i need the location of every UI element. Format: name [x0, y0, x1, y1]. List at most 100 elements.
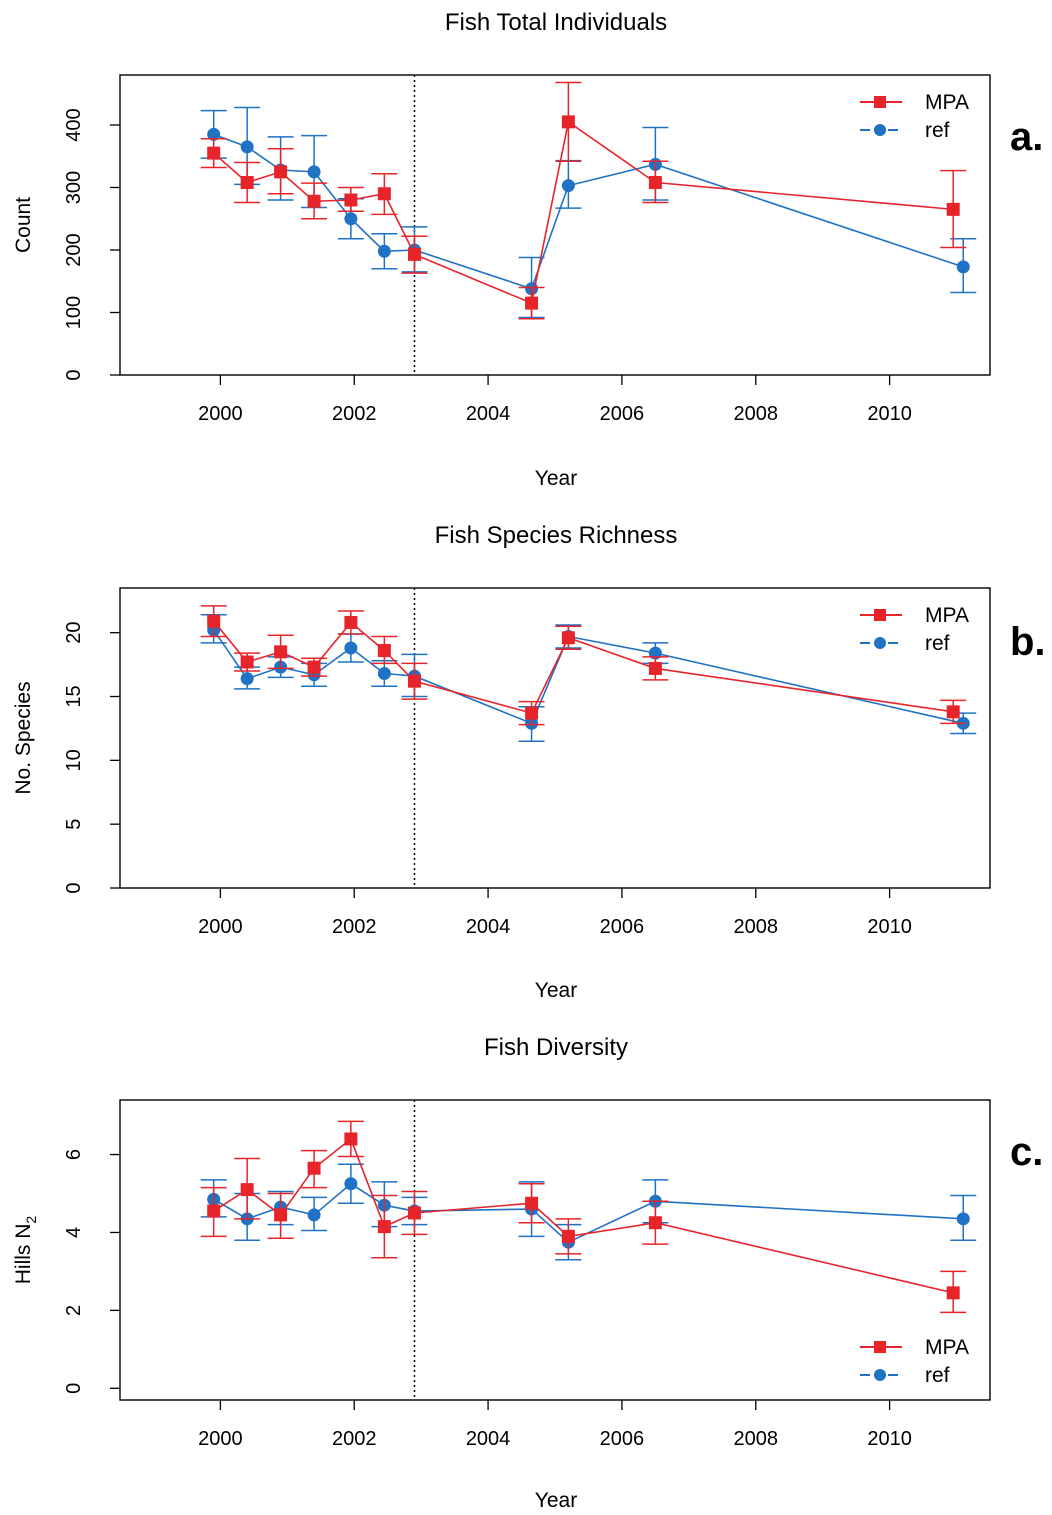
- panel-a-mpa-point: [207, 146, 221, 160]
- panel-b-mpa-point: [946, 705, 960, 719]
- panel-c-ytick-label: 4: [63, 1227, 85, 1238]
- panel-b-legend: MPA ref: [860, 604, 969, 655]
- panel-a-mpa-point: [648, 176, 662, 189]
- panel-b-ref-point: [377, 667, 391, 681]
- panel-a-mpa-line: [213, 120, 954, 305]
- panel-c-mpa-point: [377, 1220, 391, 1234]
- panel-a-ref-point: [307, 165, 321, 179]
- panel-a-ref-point: [956, 260, 970, 274]
- panel-c-legend: MPA ref: [860, 1336, 969, 1387]
- panel-a-ref-point: [344, 212, 358, 226]
- panel-c-letter: c.: [1010, 1130, 1043, 1174]
- panel-c-xtick-label: 2002: [332, 1428, 377, 1450]
- panel-c-xtick-label: 2008: [734, 1428, 779, 1450]
- panel-b-legend-mpa-marker: [874, 609, 886, 621]
- panel-c-legend-mpa-marker: [874, 1341, 886, 1353]
- panel-a-mpa-point: [525, 296, 539, 310]
- panel-c-mpa-point: [561, 1229, 575, 1243]
- panel-a-ref-point: [561, 179, 575, 193]
- panel-b-ytick-label: 5: [63, 819, 85, 830]
- panel-b-xtick-label: 2002: [332, 916, 377, 938]
- panel-c-title: Fish Diversity: [484, 1034, 628, 1061]
- panel-a-mpa-point: [274, 165, 288, 179]
- panel-b-legend-ref-label: ref: [925, 632, 950, 655]
- panel-c-mpa-point: [648, 1216, 662, 1230]
- panel-a-xtick-label: 2004: [466, 403, 511, 425]
- panel-b-xtick-label: 2006: [600, 916, 645, 938]
- panel-c-legend-ref-label: ref: [925, 1364, 950, 1387]
- panel-c-mpa-point: [240, 1183, 254, 1197]
- panel-a-plot-frame: [119, 74, 991, 376]
- panel-a-xlabel: Year: [535, 467, 577, 490]
- panel-a-xtick-label: 2002: [332, 403, 377, 425]
- panel-b-mpa-point: [407, 674, 421, 688]
- panel-c-xtick-label: 2006: [600, 1428, 645, 1450]
- panel-b-mpa-point: [207, 614, 221, 628]
- panel-a-xtick-label: 2000: [198, 403, 243, 425]
- panel-c-mpa-point: [274, 1208, 288, 1222]
- panel-a-legend-mpa-marker: [874, 96, 886, 108]
- panel-a-ytick-label: 200: [63, 233, 85, 266]
- panel-b-ref-point: [344, 641, 358, 655]
- panel-b-ytick-label: 10: [63, 749, 85, 771]
- panel-b-mpa-point: [274, 645, 288, 659]
- panel-a-mpa-point: [561, 115, 575, 129]
- panel-b-mpa-point: [377, 644, 391, 658]
- panel-c-mpa-line: [213, 1137, 954, 1294]
- panel-c-ref-point: [344, 1177, 358, 1191]
- panel-c-mpa-point: [946, 1286, 960, 1300]
- panel-c-xlabel: Year: [535, 1489, 577, 1512]
- panel-c-xtick-label: 2010: [867, 1428, 912, 1450]
- panel-a-mpa-point: [307, 194, 321, 208]
- panel-b-plot: 2000 2002 2004 2006 2008 2010 0 5 10 15 20 MPA ref: [63, 588, 977, 938]
- panel-a-legend-ref-marker: [874, 124, 886, 136]
- panel-b-xtick-label: 2008: [734, 916, 779, 938]
- panel-a-ref-point: [377, 244, 391, 258]
- panel-b-title: Fish Species Richness: [435, 522, 678, 549]
- panel-a-ref-line: [213, 133, 964, 290]
- panel-a-ref-point: [207, 127, 221, 141]
- panel-c-ylabel: Hills N2: [12, 1216, 39, 1285]
- panel-b-mpa-point: [648, 661, 662, 675]
- panel-c-xtick-label: 2000: [198, 1428, 243, 1450]
- panel-b-xlabel: Year: [535, 979, 577, 1002]
- panel-a-legend-mpa-label: MPA: [925, 91, 969, 114]
- panel-b-ref-point: [240, 672, 254, 686]
- panel-a-ylabel: Count: [12, 197, 35, 253]
- panel-b-xtick-label: 2000: [198, 916, 243, 938]
- panel-b-mpa-point: [307, 660, 321, 674]
- panel-a-mpa-point: [240, 176, 254, 189]
- panel-a-ytick-label: 300: [63, 171, 85, 204]
- panel-b: Fish Species Richness Year No. Species b…: [12, 522, 1046, 1002]
- panel-b-ylabel: No. Species: [12, 681, 35, 794]
- panel-a-xtick-label: 2006: [600, 403, 645, 425]
- panel-b-xtick-label: 2004: [466, 916, 511, 938]
- panel-c-xtick-label: 2004: [466, 1428, 511, 1450]
- panel-a-mpa-point: [946, 202, 960, 216]
- panel-a-letter: a.: [1010, 115, 1043, 159]
- panel-a-mpa-point: [377, 187, 391, 201]
- panel-c-legend-mpa-label: MPA: [925, 1336, 969, 1359]
- panel-a-xtick-label: 2008: [734, 403, 779, 425]
- panel-c-ylabel-sub: 2: [23, 1216, 39, 1224]
- panel-c-mpa-point: [344, 1132, 358, 1146]
- panel-c-ylabel-main: Hills N: [12, 1224, 35, 1285]
- panel-c-ytick-label: 6: [63, 1149, 85, 1160]
- panel-c-mpa-point: [207, 1204, 221, 1218]
- panel-c: Fish Diversity Year Hills N2 c. 2000 2002…: [12, 1034, 1043, 1512]
- panel-b-ytick-label: 20: [63, 622, 85, 644]
- panel-a-mpa-point: [407, 247, 421, 261]
- panel-c-mpa-point: [407, 1206, 421, 1220]
- panel-b-legend-mpa-label: MPA: [925, 604, 969, 627]
- panel-a-xtick-label: 2010: [867, 403, 912, 425]
- panel-a-plot: 2000 2002 2004 2006 2008 2010 0 100 200 300 400 MPA…: [63, 75, 977, 425]
- panel-a-ytick-label: 100: [63, 296, 85, 329]
- panel-c-ytick-label: 2: [63, 1305, 85, 1316]
- panel-c-mpa-point: [307, 1161, 321, 1175]
- panel-b-ytick-label: 0: [63, 882, 85, 893]
- panel-c-legend-ref-marker: [874, 1369, 886, 1381]
- panel-a-ytick-label: 400: [63, 108, 85, 141]
- panel-c-ref-point: [307, 1208, 321, 1222]
- panel-a: Fish Total Individuals Year Count a. 200…: [12, 9, 1043, 490]
